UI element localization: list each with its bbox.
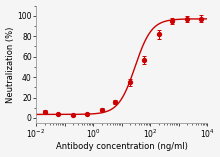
X-axis label: Antibody concentration (ng/ml): Antibody concentration (ng/ml): [56, 142, 187, 152]
Y-axis label: Neutralization (%): Neutralization (%): [6, 26, 15, 103]
